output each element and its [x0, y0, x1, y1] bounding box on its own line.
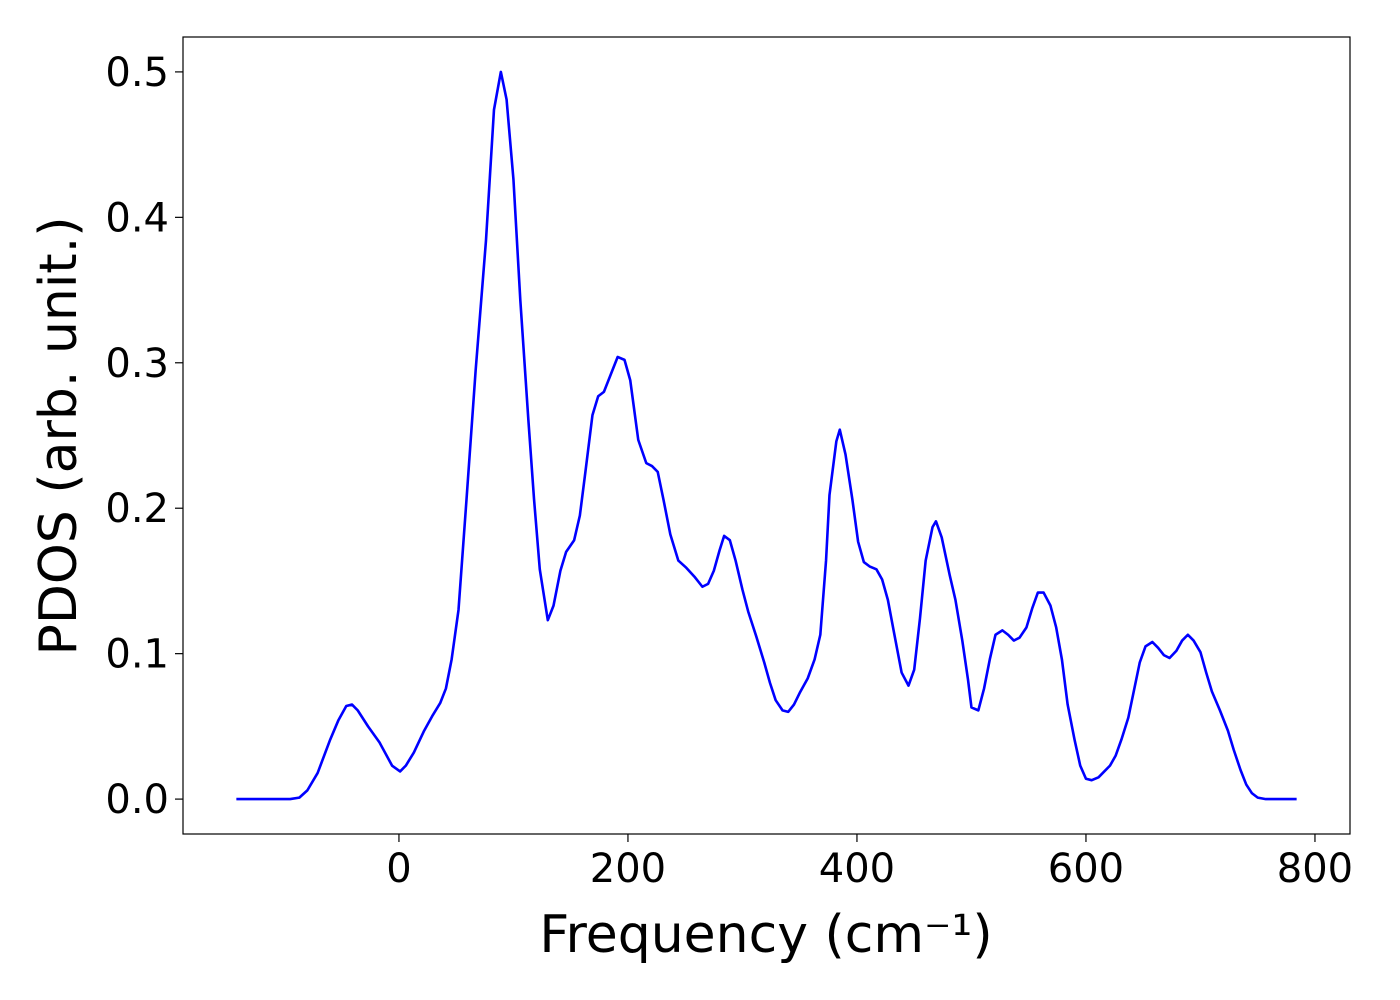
y-tick-label: 0.0 — [105, 777, 169, 823]
x-tick-label: 600 — [1048, 846, 1124, 892]
y-tick-label: 0.5 — [105, 50, 169, 96]
x-tick-label: 0 — [386, 846, 411, 892]
y-tick-label: 0.3 — [105, 341, 169, 387]
y-tick-label: 0.1 — [105, 632, 169, 678]
x-axis-label: Frequency (cm⁻¹) — [539, 905, 992, 965]
y-tick-label: 0.4 — [105, 195, 169, 241]
x-tick-label: 200 — [590, 846, 666, 892]
x-tick-label: 400 — [819, 846, 895, 892]
y-axis-label: PDOS (arb. unit.) — [29, 216, 89, 655]
data-line — [236, 70, 1297, 801]
y-tick-label: 0.2 — [105, 486, 169, 532]
plot-frame — [182, 36, 1351, 835]
x-tick-label: 800 — [1277, 846, 1353, 892]
